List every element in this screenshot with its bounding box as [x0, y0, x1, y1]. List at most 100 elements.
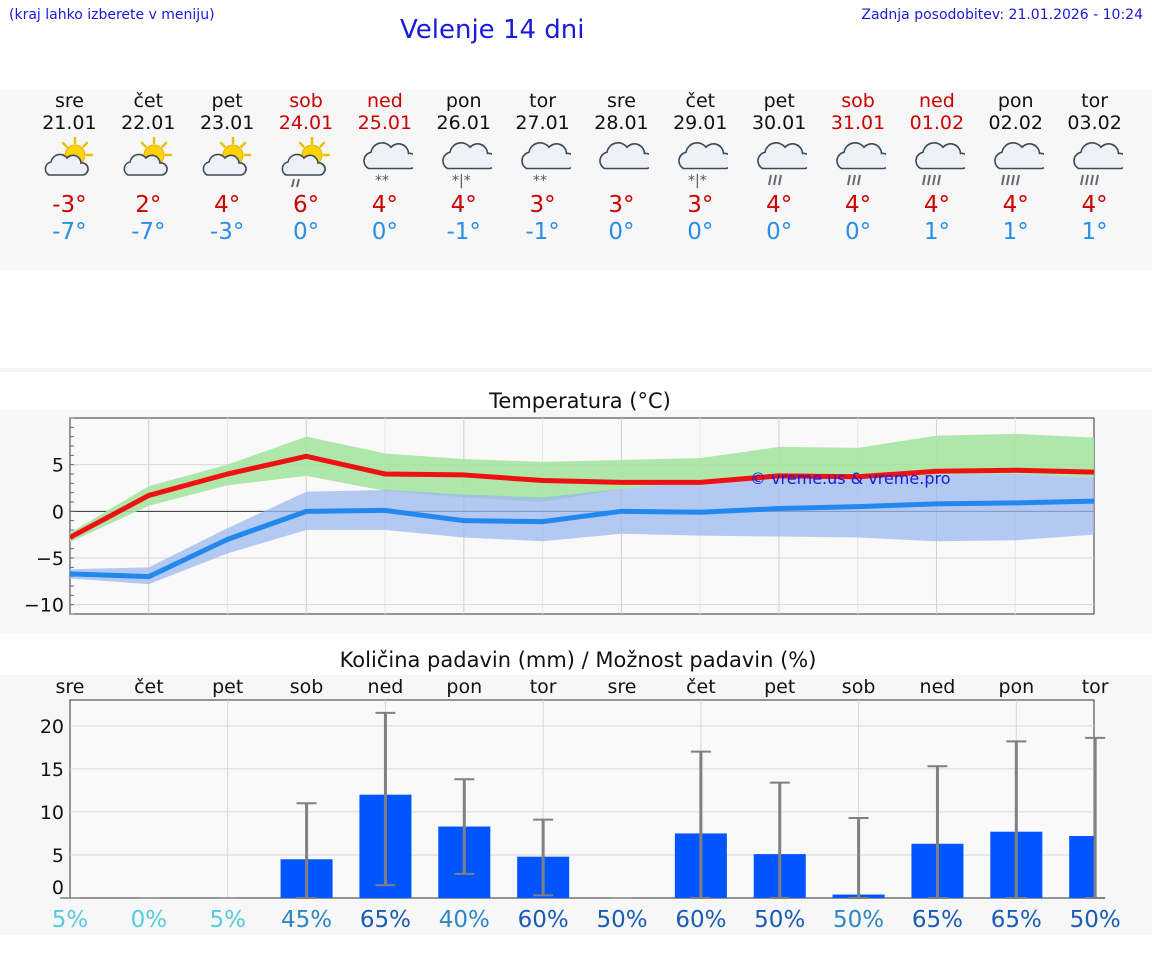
day-date: 23.01: [199, 112, 255, 134]
precip-day-label: sob: [842, 676, 876, 698]
min-temp-band: [70, 474, 1094, 585]
cloud-shape: [993, 142, 1044, 170]
precip-probability: 50%: [833, 907, 884, 933]
day-date: 02.02: [988, 112, 1043, 134]
rain-drop: [926, 174, 931, 186]
min-temp: -7°: [52, 219, 87, 245]
rain-drop: [291, 178, 295, 188]
min-temp: -1°: [446, 219, 481, 245]
min-temp: 0°: [844, 219, 872, 245]
last-update: Zadnja posodobitev: 21.01.2026 - 10:24: [861, 7, 1143, 23]
day-name: tor: [1081, 90, 1109, 112]
day-date: 24.01: [278, 112, 334, 134]
day-name: čet: [685, 90, 716, 112]
min-temp: 0°: [292, 219, 320, 245]
precip-probability: 65%: [991, 907, 1042, 933]
temp-chart-title: Temperatura (°C): [488, 389, 671, 413]
day-date: 28.01: [594, 112, 649, 134]
temp-y-tick-label: −5: [36, 548, 64, 570]
cloud-rain-icon: [819, 134, 898, 192]
rain-drop: [1089, 174, 1094, 186]
rain-drop: [1000, 174, 1005, 186]
cloud-sleet-icon: *|*: [424, 134, 503, 192]
sun-ray: [62, 141, 69, 148]
day-date: 31.01: [830, 112, 886, 134]
precip-day-label: čet: [134, 676, 164, 698]
max-temp: 4°: [450, 192, 477, 218]
snow-flakes: **: [375, 173, 389, 189]
cloud-icon: [582, 134, 661, 192]
cloud-shape: [441, 142, 492, 170]
day-name: sre: [54, 90, 84, 112]
precip-y-tick-label: 0: [52, 877, 64, 899]
precip-day-label: pon: [446, 676, 482, 698]
cloud-shape: [520, 142, 571, 170]
page-title: Velenje 14 dni: [400, 15, 585, 45]
precip-probability: 50%: [596, 907, 647, 933]
day-column: tor 27.01 ** 3° -1°: [503, 90, 582, 270]
precip-bar: [1069, 836, 1094, 898]
cloud-shape: [1072, 142, 1123, 170]
day-name: sob: [841, 90, 875, 112]
min-temp-line: [70, 498, 1094, 580]
precip-probability: 50%: [1070, 907, 1121, 933]
precip-day-label: tor: [530, 676, 557, 698]
max-temp: 4°: [844, 192, 872, 218]
divider: [0, 368, 1152, 372]
day-date: 30.01: [751, 112, 807, 134]
sleet-flakes: *|*: [452, 173, 471, 189]
day-date: 03.02: [1067, 112, 1122, 134]
day-column: tor 03.02 4° 1°: [1055, 90, 1134, 270]
rain-drop: [768, 174, 773, 186]
rain-drop: [1084, 174, 1089, 186]
min-temp: 1°: [1081, 219, 1108, 245]
min-temp: 1°: [1002, 219, 1029, 245]
day-column: ned 01.02 4° 1°: [897, 90, 976, 270]
day-date: 26.01: [436, 112, 491, 134]
precip-probability: 45%: [281, 907, 332, 933]
max-temp: 4°: [371, 192, 398, 218]
day-column: pon 02.02 4° 1°: [976, 90, 1055, 270]
precip-y-tick-label: 15: [40, 759, 64, 781]
min-temp: 0°: [766, 219, 793, 245]
sun-ray: [298, 141, 305, 148]
forecast-band: [0, 90, 1152, 270]
day-date: 27.01: [515, 112, 570, 134]
sun-ray: [240, 141, 247, 148]
day-name: pon: [445, 90, 482, 112]
day-name: sob: [289, 90, 323, 112]
rain-drop: [1005, 174, 1010, 186]
sun-cloud-icon: [109, 134, 188, 192]
cloud-snow-icon: **: [503, 134, 582, 192]
day-name: sre: [606, 90, 636, 112]
day-column: pet 30.01 4° 0°: [740, 90, 819, 270]
cloud-shape: [915, 142, 965, 170]
sleet-flakes: *|*: [688, 173, 707, 189]
precip-probability: 65%: [360, 907, 411, 933]
rain-drop: [773, 174, 778, 186]
rain-drop: [921, 174, 926, 186]
precip-day-label: ned: [368, 676, 404, 698]
rain-drop: [857, 174, 861, 186]
temp-y-tick-label: 0: [52, 501, 64, 523]
daily-forecast: sre 21.01 -3° -7° čet 22.01 2° -7° pet 23.01 4° -3°…: [30, 90, 1134, 270]
precip-probability: 65%: [912, 907, 963, 933]
cloud-heavy-rain-icon: [1055, 134, 1134, 192]
day-column: sob 31.01 4° 0°: [819, 90, 898, 270]
min-temp: -1°: [525, 219, 560, 245]
precip-day-label: sob: [290, 676, 324, 698]
precip-day-label: ned: [920, 676, 956, 698]
precip-probability: 0%: [131, 907, 168, 933]
day-name: pon: [997, 90, 1034, 112]
watermark: © vreme.us & vreme.pro: [750, 469, 951, 488]
cloud-shape: [599, 142, 650, 170]
min-temp: 0°: [687, 219, 714, 245]
max-temp: 4°: [214, 192, 241, 218]
max-temp: 4°: [1081, 192, 1108, 218]
temp-y-tick-label: −10: [24, 595, 64, 617]
precip-y-tick-label: 20: [40, 716, 64, 738]
day-column: sre 21.01 -3° -7°: [30, 90, 109, 270]
day-name: pet: [763, 90, 795, 112]
precip-probability: 50%: [754, 907, 805, 933]
